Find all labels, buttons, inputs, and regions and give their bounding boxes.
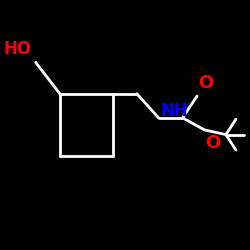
Text: O: O [198,74,214,92]
Text: NH: NH [161,102,189,119]
Text: O: O [206,134,221,152]
Text: HO: HO [4,40,32,58]
